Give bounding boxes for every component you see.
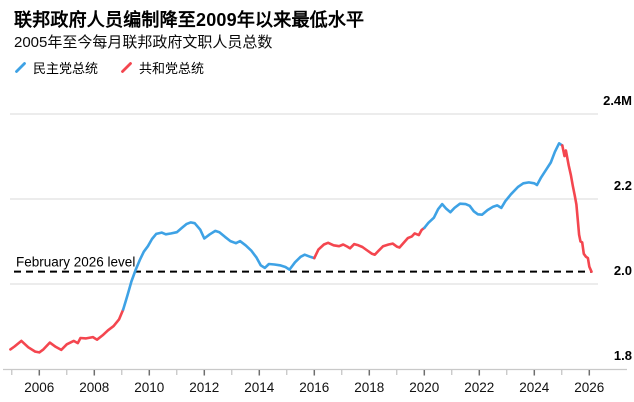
series-line-0-republican [9, 308, 125, 354]
x-axis-label-2012: 2012 [189, 380, 219, 395]
y-axis-label-1.8: 1.8 [614, 348, 632, 363]
x-axis-label-2022: 2022 [464, 380, 494, 395]
x-axis-label-2014: 2014 [244, 380, 275, 395]
x-axis-label-2024: 2024 [519, 380, 550, 395]
y-axis-label-2.2: 2.2 [614, 178, 632, 193]
legend-label: 民主党总统 [33, 61, 99, 76]
chart-subtitle: 2005年至今每月联邦政府文职人员总数 [14, 34, 273, 51]
democrat-line-marker-icon [15, 62, 26, 73]
legend-item-republican: 共和党总统 [120, 58, 204, 77]
series-line-4-republican [561, 144, 593, 273]
x-axis-label-2026: 2026 [574, 380, 604, 395]
x-axis-label-2010: 2010 [134, 380, 164, 395]
x-axis-label-2016: 2016 [299, 380, 329, 395]
legend: 民主党总统 共和党总统 [14, 58, 204, 77]
y-axis-label-2.4M: 2.4M [603, 93, 632, 108]
x-axis-label-2008: 2008 [79, 380, 109, 395]
series-line-3-democrat [423, 142, 564, 230]
series-line-1-democrat [121, 221, 316, 311]
x-axis-label-2018: 2018 [354, 380, 384, 395]
x-axis-label-2020: 2020 [409, 380, 439, 395]
legend-item-democrat: 民主党总统 [14, 58, 98, 77]
series-line-2-republican [313, 226, 426, 260]
legend-label: 共和党总统 [139, 61, 205, 76]
x-axis-label-2006: 2006 [24, 380, 54, 395]
chart-title: 联邦政府人员编制降至2009年以来最低水平 [14, 10, 365, 30]
republican-line-marker-icon [121, 62, 132, 73]
annotation-label: February 2026 level [16, 255, 135, 270]
y-axis-label-2.0: 2.0 [614, 263, 632, 278]
